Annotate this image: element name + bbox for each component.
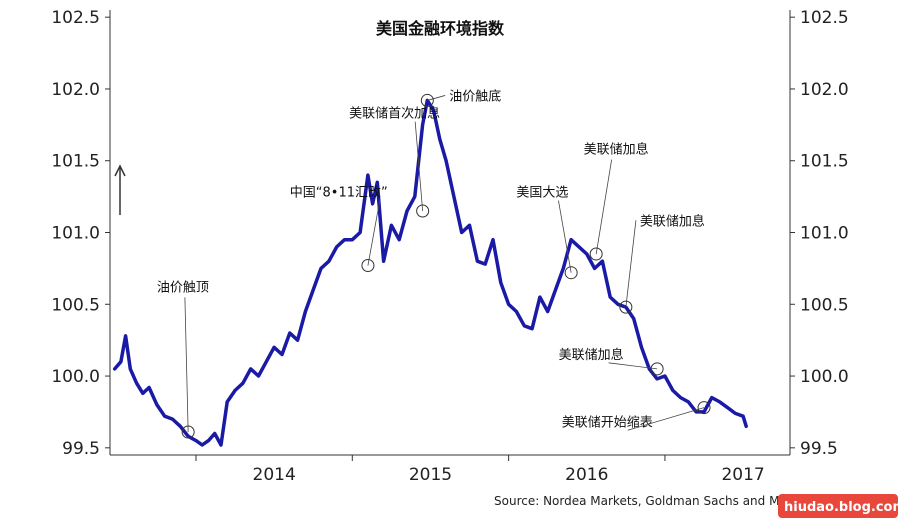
annotation-label: 美联储加息 [584, 142, 649, 158]
annotation-marker [181, 425, 195, 439]
annotation: 中国“8•11汇改” [290, 186, 388, 273]
up-arrow-icon [114, 164, 126, 215]
annotation-leader [608, 362, 658, 370]
annotation-marker [420, 93, 434, 107]
y-tick-label-left: 100.5 [51, 295, 100, 315]
annotation-marker [564, 266, 578, 280]
watermark: hiudao.blog.com [778, 494, 900, 518]
annotation-leader [625, 220, 637, 308]
annotation-leader [595, 159, 613, 255]
annotation-marker [361, 259, 375, 273]
annotation: 美国大选 [516, 186, 578, 280]
annotation: 美联储首次加息 [349, 106, 440, 218]
annotation-marker [416, 204, 430, 218]
series-line [112, 98, 748, 447]
watermark-badge [778, 494, 898, 518]
y-axis-left: 102.5 102.0 101.5 101.0 100.5 100.0 99.5 [51, 8, 110, 459]
annotation-leader [427, 95, 446, 101]
annotation-label: 油价触顶 [157, 280, 209, 295]
y-tick-label-left: 101.0 [51, 224, 100, 244]
watermark-text: hiudao.blog.com [784, 500, 900, 515]
x-tick-label: 2014 [253, 465, 296, 485]
annotation-marker [589, 247, 603, 261]
annotation-leader [367, 200, 381, 266]
annotation-marker [619, 300, 633, 314]
x-tick-label: 2016 [565, 465, 608, 485]
annotation-leader [558, 200, 572, 273]
annotation: 油价触底 [420, 88, 501, 107]
y-tick-label-left: 102.0 [51, 80, 100, 100]
x-axis: 2014 2015 2016 2017 [195, 455, 765, 485]
y-tick-label-right: 100.5 [800, 295, 849, 315]
source-note: Source: Nordea Markets, Goldman Sachs an… [494, 494, 836, 508]
annotation-marker [650, 362, 664, 376]
y-tick-label-right: 99.5 [800, 439, 838, 459]
y-tick-label-left: 102.5 [51, 8, 100, 28]
annotation: 美联储加息 [584, 142, 649, 261]
y-tick-label-left: 99.5 [62, 439, 100, 459]
y-tick-label-right: 101.0 [800, 224, 849, 244]
series-group [112, 98, 748, 447]
annotation: 美联储加息 [559, 347, 664, 376]
x-tick-label: 2015 [409, 465, 452, 485]
annotation-label: 美联储开始缩表 [562, 414, 653, 430]
annotation-label: 美国大选 [516, 186, 568, 201]
x-tick-label: 2017 [721, 465, 764, 485]
y-tick-label-left: 101.5 [51, 152, 100, 172]
y-tick-label-right: 100.0 [800, 367, 849, 387]
annotation-label: 中国“8•11汇改” [290, 186, 388, 201]
y-axis-right: 102.5 102.0 101.5 101.0 100.5 100.0 99.5 [790, 8, 849, 459]
annotation-label: 美联储首次加息 [349, 106, 440, 122]
y-tick-label-right: 101.5 [800, 152, 849, 172]
plot-frame [109, 10, 791, 456]
y-tick-label-right: 102.0 [800, 80, 849, 100]
annotation: 油价触顶 [157, 280, 209, 439]
chart-title: 美国金融环境指数 [376, 19, 505, 38]
annotation-marker [697, 401, 711, 415]
annotation-leader [414, 121, 424, 212]
annotation-leader [184, 297, 189, 433]
annotations-group: 油价触顶中国“8•11汇改”美联储首次加息油价触底美国大选美联储加息美联储加息美… [157, 88, 711, 439]
y-tick-label-right: 102.5 [800, 8, 849, 28]
annotation-label: 美联储加息 [559, 347, 624, 363]
annotation: 美联储开始缩表 [562, 401, 711, 431]
annotation-label: 美联储加息 [640, 213, 705, 229]
annotation: 美联储加息 [619, 213, 705, 314]
y-tick-label-left: 100.0 [51, 367, 100, 387]
annotation-leader [627, 407, 705, 431]
annotation-label: 油价触底 [449, 88, 501, 104]
